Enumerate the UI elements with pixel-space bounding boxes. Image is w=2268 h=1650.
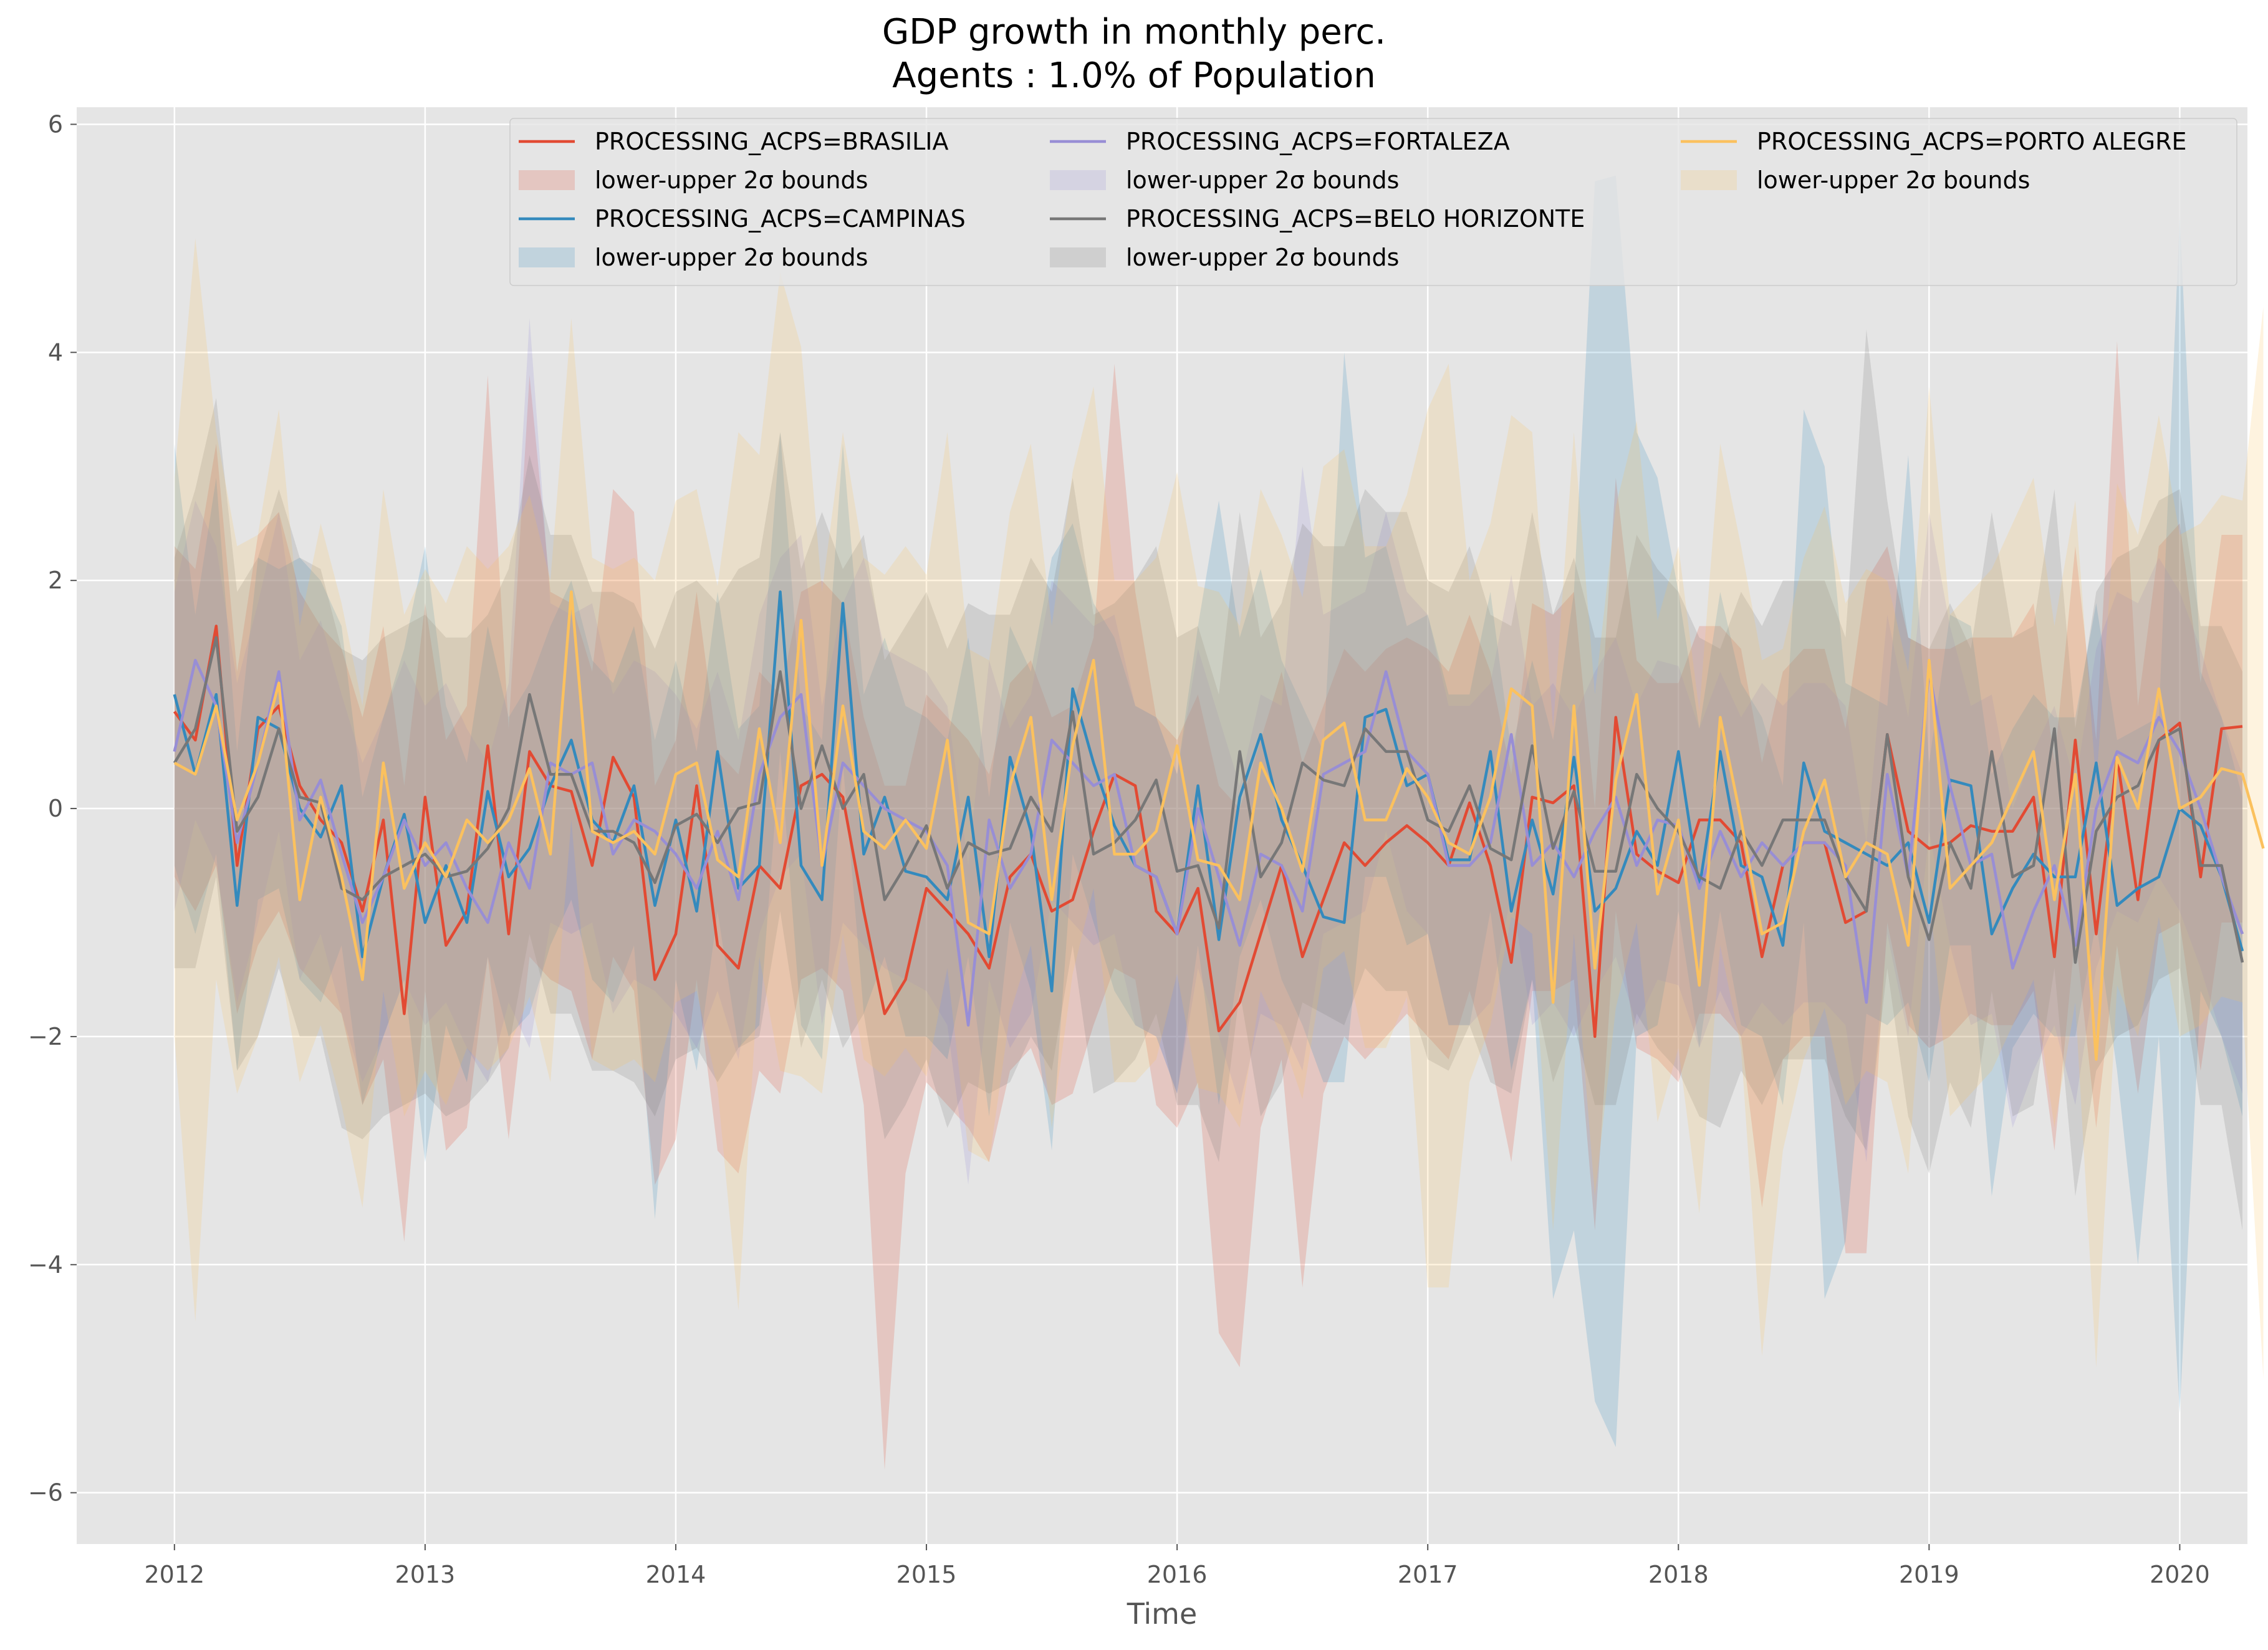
y-tick-label: 4 xyxy=(48,338,63,366)
y-tick-label: 0 xyxy=(48,795,63,822)
confidence-bands xyxy=(174,175,2264,1470)
y-tick-label: −6 xyxy=(28,1479,63,1507)
band-series-5 xyxy=(174,238,2264,1379)
x-tick-label: 2015 xyxy=(896,1561,957,1588)
y-tick-label: 2 xyxy=(48,567,63,594)
band-series-1 xyxy=(174,341,2242,1470)
legend-swatch-band xyxy=(519,247,575,267)
legend-label: PROCESSING_ACPS=CAMPINAS xyxy=(595,205,966,233)
legend-label: lower-upper 2σ bounds xyxy=(1126,244,1399,271)
x-tick-label: 2014 xyxy=(646,1561,706,1588)
legend-label: lower-upper 2σ bounds xyxy=(1757,166,2030,194)
band-series-3 xyxy=(174,318,2242,1185)
grid-lines xyxy=(77,107,2247,1544)
legend-label: lower-upper 2σ bounds xyxy=(595,244,868,271)
y-tick-label: 6 xyxy=(48,110,63,138)
x-axis-label: Time xyxy=(1127,1597,1198,1631)
legend-label: PROCESSING_ACPS=FORTALEZA xyxy=(1126,128,1510,155)
y-tick-label: −4 xyxy=(28,1251,63,1278)
legend-swatch-band xyxy=(1681,170,1737,190)
legend-swatch-band xyxy=(1050,247,1106,267)
legend-label: PROCESSING_ACPS=BELO HORIZONTE xyxy=(1126,205,1585,233)
band-series-4 xyxy=(174,329,2242,1230)
x-tick-label: 2016 xyxy=(1147,1561,1208,1588)
x-tick-label: 2018 xyxy=(1648,1561,1709,1588)
x-tick-label: 2017 xyxy=(1398,1561,1458,1588)
line-series-3 xyxy=(173,658,2244,1027)
x-tick-label: 2013 xyxy=(395,1561,456,1588)
plot-area xyxy=(77,107,2247,1544)
legend: PROCESSING_ACPS=BRASILIA lower-upper 2σ b… xyxy=(509,118,2237,286)
line-series-5 xyxy=(173,590,2265,1061)
legend-label: PROCESSING_ACPS=BRASILIA xyxy=(595,128,948,155)
legend-box xyxy=(509,118,2237,286)
x-tick-label: 2020 xyxy=(2150,1561,2210,1588)
y-tick-label: −2 xyxy=(28,1023,63,1050)
legend-label: PROCESSING_ACPS=PORTO ALEGRE xyxy=(1757,128,2187,155)
axis-ticks: 2012 2013 2014 2015 2016 2017 2018 2019 2020 −6 −4… xyxy=(28,110,2210,1588)
legend-swatch-band xyxy=(519,170,575,190)
chart-title: GDP growth in monthly perc. xyxy=(882,12,1386,52)
chart-subtitle: Agents : 1.0% of Population xyxy=(892,55,1375,96)
series-lines xyxy=(173,590,2265,1061)
legend-label: lower-upper 2σ bounds xyxy=(595,166,868,194)
line-series-4 xyxy=(173,636,2244,964)
legend-swatch-band xyxy=(1050,170,1106,190)
legend-label: lower-upper 2σ bounds xyxy=(1126,166,1399,194)
x-tick-label: 2019 xyxy=(1899,1561,1959,1588)
band-series-2 xyxy=(174,175,2242,1447)
line-series-1 xyxy=(173,625,2243,1038)
x-tick-label: 2012 xyxy=(144,1561,204,1588)
